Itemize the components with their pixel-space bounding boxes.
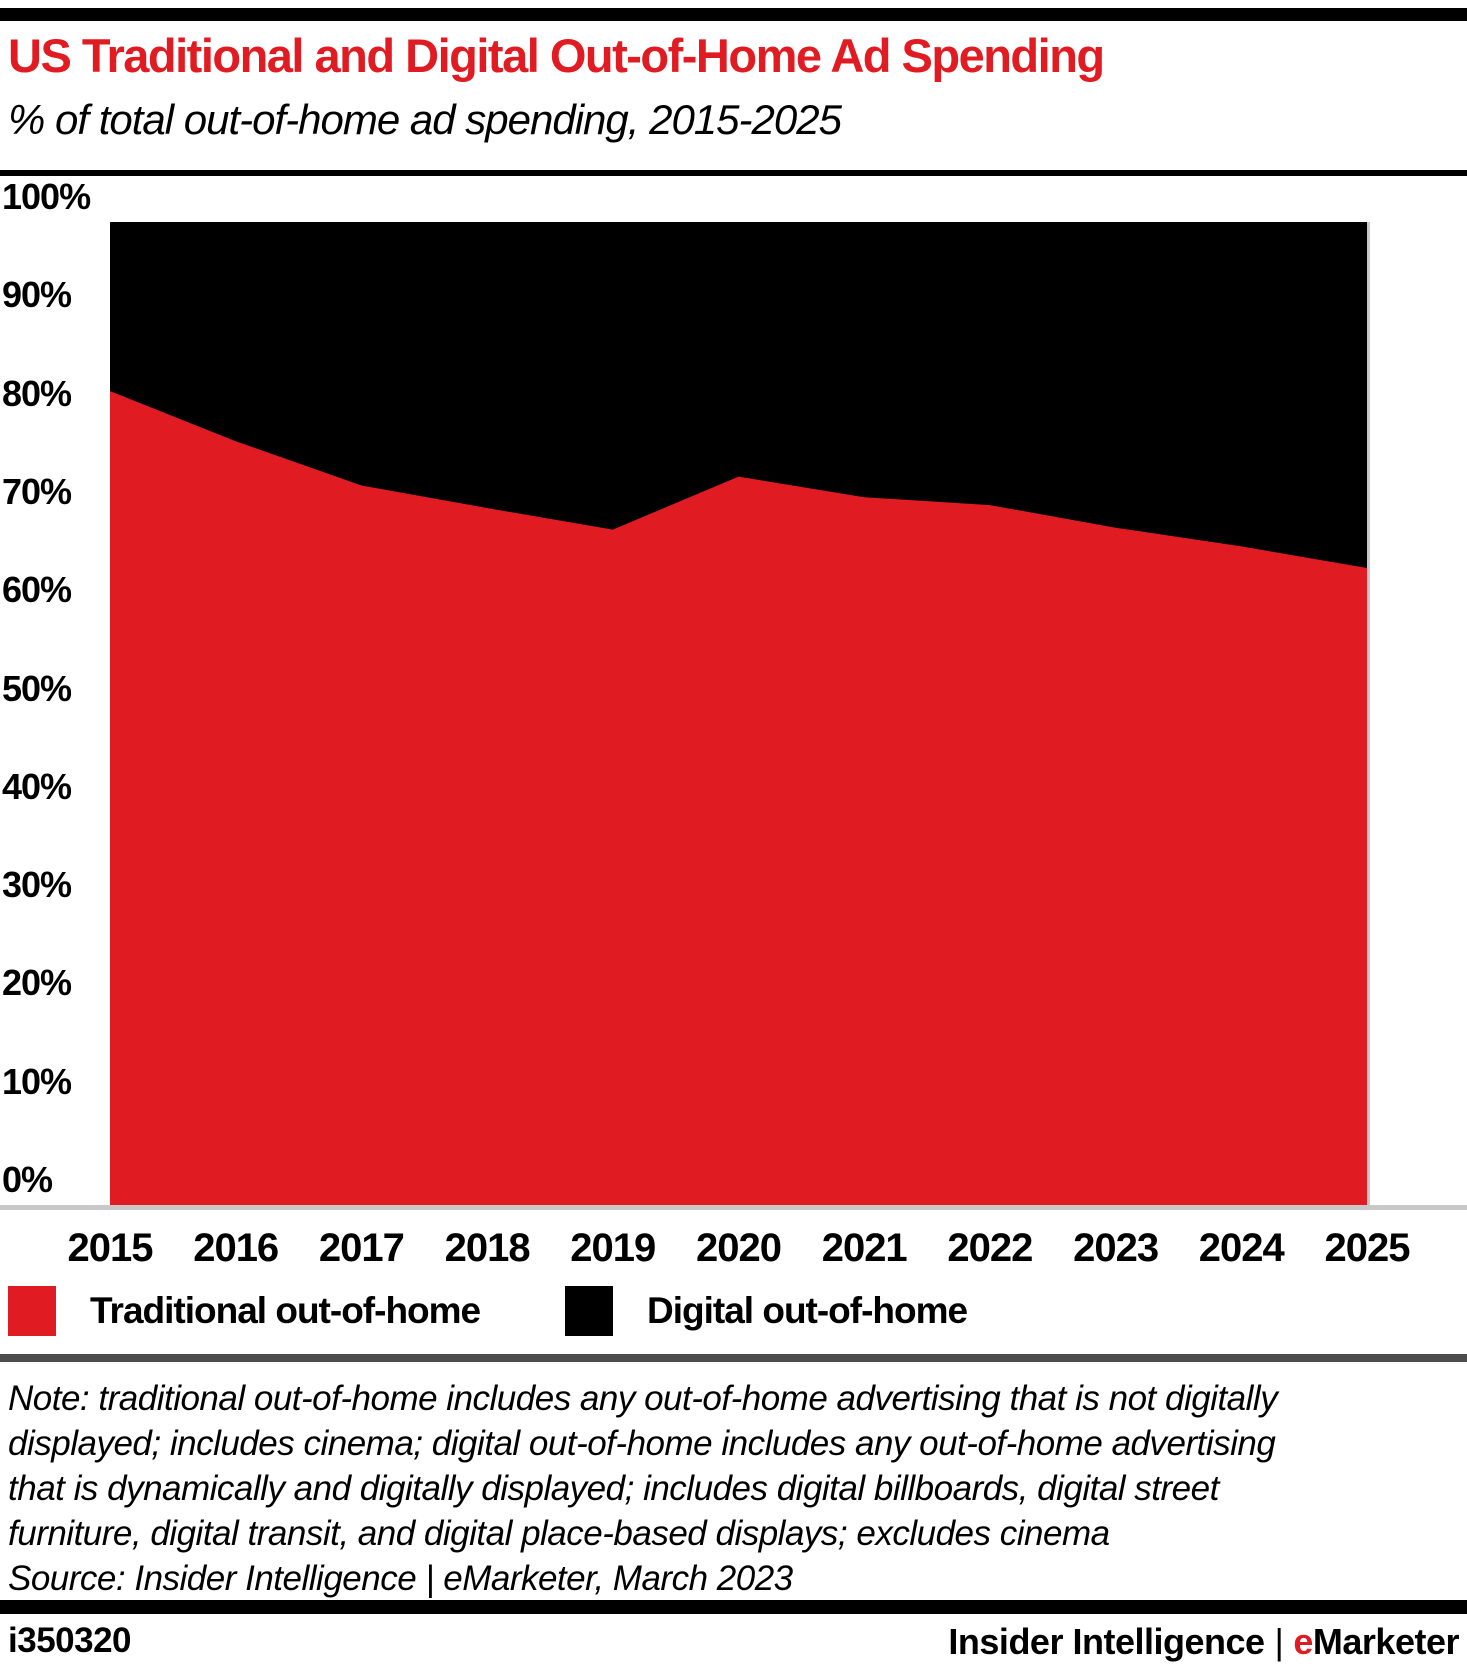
brand-lockup: Insider Intelligence | eMarketer bbox=[948, 1621, 1459, 1663]
x-tick-label: 2024 bbox=[1198, 1226, 1285, 1270]
top-divider-bar bbox=[0, 8, 1467, 21]
chart-id: i350320 bbox=[8, 1621, 132, 1660]
x-axis-line bbox=[0, 1205, 1467, 1210]
x-tick-label: 2020 bbox=[696, 1226, 782, 1270]
x-tick-label: 2022 bbox=[947, 1226, 1033, 1270]
x-tick-label: 2017 bbox=[318, 1226, 405, 1270]
brand-emarketer-e: e bbox=[1293, 1621, 1313, 1662]
x-tick-label: 2025 bbox=[1324, 1226, 1411, 1270]
legend-label: Traditional out-of-home bbox=[90, 1290, 481, 1331]
brand-emarketer-rest: Marketer bbox=[1312, 1621, 1460, 1662]
traditional-area bbox=[110, 391, 1367, 1205]
legend: Traditional out-of-home Digital out-of-ho… bbox=[0, 1286, 1467, 1340]
note-divider bbox=[0, 1354, 1467, 1362]
legend-label: Digital out-of-home bbox=[647, 1290, 968, 1331]
y-tick-label: 30% bbox=[2, 864, 72, 906]
y-tick-label: 60% bbox=[2, 569, 72, 611]
chart-title: US Traditional and Digital Out-of-Home A… bbox=[8, 29, 1105, 82]
footer-divider-bar bbox=[0, 1600, 1467, 1614]
note-text: Note: traditional out-of-home includes a… bbox=[8, 1376, 1458, 1556]
x-tick-label: 2015 bbox=[67, 1226, 154, 1270]
note-line: displayed; includes cinema; digital out-… bbox=[8, 1424, 1276, 1463]
y-tick-label: 0% bbox=[2, 1159, 53, 1200]
legend-item: Traditional out-of-home bbox=[8, 1286, 481, 1336]
y-tick-label: 20% bbox=[2, 962, 72, 1004]
x-tick-label: 2018 bbox=[444, 1226, 531, 1270]
y-tick-label: 40% bbox=[2, 765, 72, 807]
x-tick-label: 2023 bbox=[1073, 1226, 1159, 1270]
x-tick-label: 2016 bbox=[193, 1226, 279, 1270]
source-text: Source: Insider Intelligence | eMarketer… bbox=[8, 1559, 793, 1598]
y-tick-label: 80% bbox=[2, 372, 72, 414]
note-line: Note: traditional out-of-home includes a… bbox=[8, 1379, 1278, 1418]
note-and-source: Note: traditional out-of-home includes a… bbox=[8, 1376, 1458, 1601]
brand-insider-intelligence: Insider Intelligence bbox=[948, 1621, 1265, 1662]
x-tick-label: 2019 bbox=[570, 1226, 656, 1270]
legend-item: Digital out-of-home bbox=[565, 1286, 968, 1336]
header-divider bbox=[0, 170, 1467, 176]
y-tick-label: 10% bbox=[2, 1060, 72, 1102]
y-tick-label: 90% bbox=[2, 274, 72, 316]
note-line: furniture, digital transit, and digital … bbox=[8, 1514, 1110, 1553]
legend-swatch-icon bbox=[565, 1286, 613, 1336]
note-line: that is dynamically and digitally displa… bbox=[8, 1469, 1219, 1508]
brand-separator: | bbox=[1274, 1621, 1284, 1662]
plot-right-edge bbox=[1367, 222, 1370, 1205]
chart-subtitle: % of total out-of-home ad spending, 2015… bbox=[8, 96, 842, 143]
y-tick-label: 70% bbox=[2, 470, 72, 512]
x-tick-label: 2021 bbox=[821, 1226, 908, 1270]
y-tick-label: 50% bbox=[2, 667, 72, 709]
legend-swatch-icon bbox=[8, 1286, 56, 1336]
stacked-area-plot bbox=[110, 222, 1367, 1205]
y-tick-label: 100% bbox=[2, 176, 91, 217]
